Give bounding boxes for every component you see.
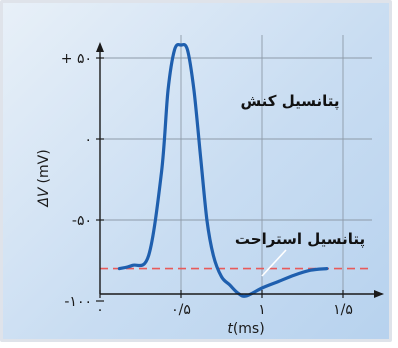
resting-potential-label: پتانسیل استراحت — [235, 230, 365, 249]
y-tick-label: -۵۰ — [72, 213, 92, 229]
x-axis-unit: (ms) — [233, 321, 265, 337]
y-axis-unit: (mV) — [36, 149, 52, 183]
x-tick-label: ۱ — [258, 302, 266, 318]
x-axis-arrow — [374, 290, 384, 298]
x-axis-title: t(ms) — [227, 321, 264, 337]
chart-panel — [0, 0, 392, 342]
action-potential-label: پتانسیل کنش — [240, 92, 339, 111]
y-tick-label: -۱۰۰ — [64, 294, 92, 310]
grid-lines — [100, 35, 372, 294]
x-tick-label: ۰/۵ — [171, 302, 191, 318]
axes — [96, 42, 384, 302]
y-axis-arrow — [96, 42, 104, 52]
y-tick-label: ۰ — [84, 132, 92, 148]
resting-potential-pointer — [261, 249, 287, 277]
x-axis-var: t — [227, 321, 233, 337]
x-tick-label: ۱/۵ — [333, 302, 353, 318]
x-tick-labels: ۰ ۰/۵ ۱ ۱/۵ — [96, 302, 353, 318]
y-tick-labels: + ۵۰ ۰ -۵۰ -۱۰۰ — [61, 51, 92, 310]
x-tick-label: ۰ — [96, 302, 104, 318]
y-tick-label: + ۵۰ — [61, 51, 92, 67]
potential-curve — [117, 42, 329, 298]
y-axis-title: ΔV (mV) — [36, 149, 52, 207]
y-axis-var: ΔV — [36, 186, 52, 208]
